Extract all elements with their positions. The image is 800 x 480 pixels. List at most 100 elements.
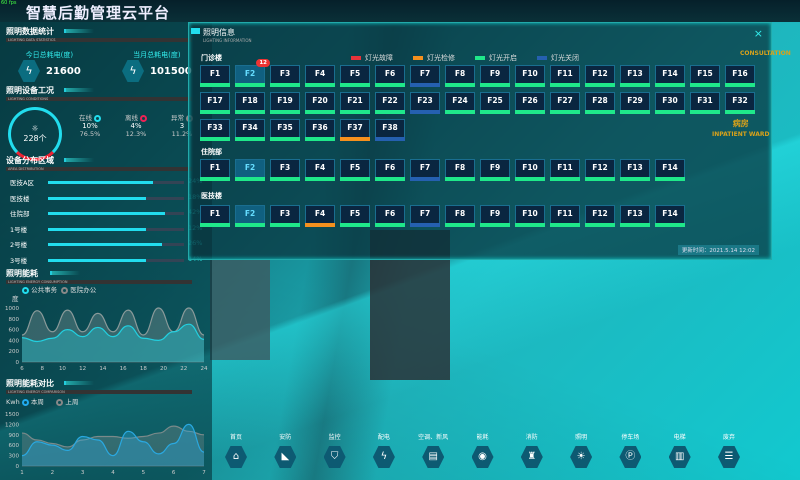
- floor-tile[interactable]: F4: [305, 65, 335, 87]
- area-label: 住院部: [10, 210, 30, 218]
- floor-tile[interactable]: F35: [270, 119, 300, 141]
- nav-home[interactable]: 首页 ⌂: [216, 432, 256, 468]
- legend-radio[interactable]: [61, 286, 69, 294]
- x-tick-label: 5: [142, 470, 146, 476]
- floor-label: F25: [487, 96, 503, 105]
- floor-tile[interactable]: F13: [620, 65, 650, 87]
- floor-tile[interactable]: F14: [655, 205, 685, 227]
- floor-tile[interactable]: F12: [585, 159, 615, 181]
- floor-tile[interactable]: F11: [550, 205, 580, 227]
- y-tick-label: 600: [9, 328, 20, 334]
- status-bar: [655, 223, 685, 227]
- floor-tile[interactable]: F9: [480, 205, 510, 227]
- floor-tile[interactable]: F7: [410, 205, 440, 227]
- floor-tile[interactable]: F13: [620, 205, 650, 227]
- nav-bulb[interactable]: 照明 ☀: [561, 432, 601, 468]
- floor-tile[interactable]: F12: [585, 205, 615, 227]
- floor-tile[interactable]: F17: [200, 92, 230, 114]
- legend-radio[interactable]: [56, 398, 64, 406]
- nav-air-conditioner[interactable]: 空调、新风 ▤: [413, 432, 453, 468]
- floor-tile[interactable]: F25: [480, 92, 510, 114]
- floor-tile[interactable]: F34: [235, 119, 265, 141]
- nav-camera[interactable]: 安防 ◣: [265, 432, 305, 468]
- floor-tile[interactable]: F2: [235, 159, 265, 181]
- floor-tile[interactable]: F14: [655, 65, 685, 87]
- floor-tile[interactable]: F5: [340, 65, 370, 87]
- floor-tile[interactable]: F36: [305, 119, 335, 141]
- floor-tile[interactable]: F3: [270, 65, 300, 87]
- legend-radio-selected[interactable]: [21, 398, 29, 406]
- floor-tile[interactable]: F21: [340, 92, 370, 114]
- floor-tile[interactable]: F10: [515, 65, 545, 87]
- nav-lightning[interactable]: 配电 ϟ: [364, 432, 404, 468]
- floor-tile[interactable]: F23: [410, 92, 440, 114]
- floor-tile[interactable]: F4: [305, 159, 335, 181]
- floor-tile[interactable]: F11: [550, 159, 580, 181]
- floor-tile[interactable]: F9: [480, 65, 510, 87]
- floor-tile[interactable]: F2: [235, 205, 265, 227]
- floor-tile[interactable]: F8: [445, 205, 475, 227]
- floor-tile[interactable]: F15: [690, 65, 720, 87]
- nav-waste[interactable]: 废弃 ☰: [709, 432, 749, 468]
- energy-header: 照明能耗 LIGHTING ENERGY CONSUMPTION: [6, 268, 192, 284]
- conditions-title: 照明设备工况: [6, 86, 54, 95]
- floor-tile[interactable]: F4: [305, 205, 335, 227]
- floor-tile[interactable]: F8: [445, 159, 475, 181]
- floor-tile[interactable]: F1: [200, 65, 230, 87]
- floor-tile[interactable]: F20: [305, 92, 335, 114]
- floor-tile[interactable]: F32: [725, 92, 755, 114]
- floor-tile[interactable]: F1: [200, 159, 230, 181]
- floor-label: F15: [697, 69, 713, 78]
- floor-label: F38: [382, 123, 398, 132]
- nav-energy[interactable]: 能耗 ◉: [463, 432, 503, 468]
- floor-tile[interactable]: F37: [340, 119, 370, 141]
- floor-tile[interactable]: F19: [270, 92, 300, 114]
- floor-tile[interactable]: F6: [375, 65, 405, 87]
- floor-tile[interactable]: F29: [620, 92, 650, 114]
- nav-label: 照明: [575, 434, 588, 441]
- close-icon[interactable]: ×: [753, 27, 763, 40]
- floor-tile[interactable]: F3: [270, 205, 300, 227]
- status-bar: [200, 110, 230, 114]
- floor-tile[interactable]: F7: [410, 65, 440, 87]
- condition-count: 4%: [130, 122, 142, 130]
- floor-tile[interactable]: F16: [725, 65, 755, 87]
- status-bar: [445, 83, 475, 87]
- nav-hydrant[interactable]: 消防 ♜: [512, 432, 552, 468]
- floor-tile[interactable]: F22: [375, 92, 405, 114]
- floor-label: F35: [277, 123, 293, 132]
- floor-tile[interactable]: F31: [690, 92, 720, 114]
- floor-tile[interactable]: F10: [515, 205, 545, 227]
- floor-tile[interactable]: F8: [445, 65, 475, 87]
- floor-tile[interactable]: F13: [620, 159, 650, 181]
- floor-tile[interactable]: F5: [340, 205, 370, 227]
- floor-tile[interactable]: F5: [340, 159, 370, 181]
- floor-tile[interactable]: F7: [410, 159, 440, 181]
- floor-label: F22: [382, 96, 398, 105]
- floor-tile[interactable]: F33: [200, 119, 230, 141]
- nav-elevator[interactable]: 电梯 ▥: [660, 432, 700, 468]
- status-bar: [235, 223, 265, 227]
- floor-tile[interactable]: F26: [515, 92, 545, 114]
- nav-parking[interactable]: 停车场 Ⓟ: [610, 432, 650, 468]
- floor-tile[interactable]: F30: [655, 92, 685, 114]
- legend-radio-selected[interactable]: [22, 286, 29, 294]
- floor-tile[interactable]: F14: [655, 159, 685, 181]
- floor-tile[interactable]: F12: [585, 65, 615, 87]
- floor-tile[interactable]: F24: [445, 92, 475, 114]
- floor-tile[interactable]: F38: [375, 119, 405, 141]
- energy-title: 照明能耗: [6, 269, 38, 278]
- floor-tile[interactable]: F9: [480, 159, 510, 181]
- status-bar: [655, 83, 685, 87]
- floor-tile[interactable]: F28: [585, 92, 615, 114]
- floor-tile[interactable]: F11: [550, 65, 580, 87]
- nav-shield[interactable]: 监控 ⛉: [315, 432, 355, 468]
- floor-tile[interactable]: F1: [200, 205, 230, 227]
- floor-tile[interactable]: F6: [375, 205, 405, 227]
- floor-tile[interactable]: F3: [270, 159, 300, 181]
- floor-tile[interactable]: F6: [375, 159, 405, 181]
- floor-tile[interactable]: F10: [515, 159, 545, 181]
- floor-tile[interactable]: F2 12: [235, 59, 270, 87]
- floor-tile[interactable]: F18: [235, 92, 265, 114]
- floor-tile[interactable]: F27: [550, 92, 580, 114]
